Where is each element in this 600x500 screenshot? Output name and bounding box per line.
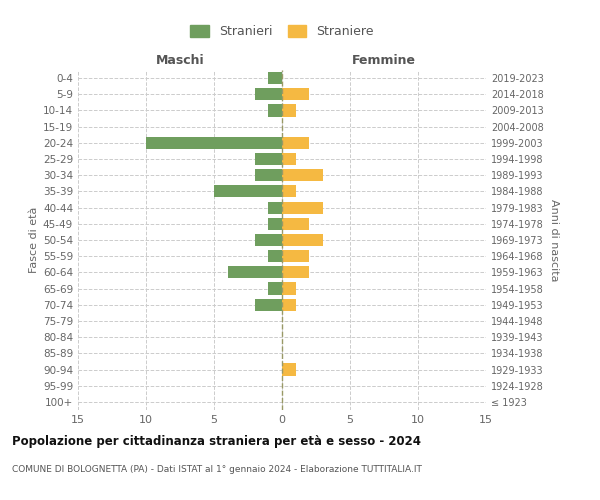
Bar bbox=[282, 266, 309, 278]
Bar bbox=[255, 234, 282, 246]
Bar bbox=[255, 88, 282, 101]
Bar bbox=[282, 218, 309, 230]
Bar bbox=[282, 282, 296, 294]
Bar bbox=[282, 364, 296, 376]
Text: Femmine: Femmine bbox=[352, 54, 416, 66]
Bar bbox=[282, 153, 296, 165]
Y-axis label: Anni di nascita: Anni di nascita bbox=[549, 198, 559, 281]
Legend: Stranieri, Straniere: Stranieri, Straniere bbox=[185, 20, 379, 44]
Bar bbox=[268, 282, 282, 294]
Bar bbox=[268, 218, 282, 230]
Bar bbox=[282, 250, 309, 262]
Bar bbox=[282, 137, 309, 149]
Bar bbox=[282, 298, 296, 311]
Bar bbox=[255, 298, 282, 311]
Bar bbox=[146, 137, 282, 149]
Bar bbox=[268, 250, 282, 262]
Bar bbox=[214, 186, 282, 198]
Bar bbox=[268, 104, 282, 117]
Bar bbox=[282, 234, 323, 246]
Text: Maschi: Maschi bbox=[155, 54, 205, 66]
Bar bbox=[268, 202, 282, 213]
Bar bbox=[227, 266, 282, 278]
Text: Popolazione per cittadinanza straniera per età e sesso - 2024: Popolazione per cittadinanza straniera p… bbox=[12, 435, 421, 448]
Bar bbox=[255, 153, 282, 165]
Bar bbox=[255, 169, 282, 181]
Bar bbox=[282, 186, 296, 198]
Bar bbox=[282, 169, 323, 181]
Y-axis label: Fasce di età: Fasce di età bbox=[29, 207, 39, 273]
Bar bbox=[282, 88, 309, 101]
Bar bbox=[282, 202, 323, 213]
Bar bbox=[282, 104, 296, 117]
Bar bbox=[268, 72, 282, 84]
Text: COMUNE DI BOLOGNETTA (PA) - Dati ISTAT al 1° gennaio 2024 - Elaborazione TUTTITA: COMUNE DI BOLOGNETTA (PA) - Dati ISTAT a… bbox=[12, 465, 422, 474]
